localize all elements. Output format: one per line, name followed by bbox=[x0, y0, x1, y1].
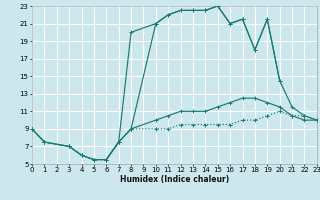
X-axis label: Humidex (Indice chaleur): Humidex (Indice chaleur) bbox=[120, 175, 229, 184]
